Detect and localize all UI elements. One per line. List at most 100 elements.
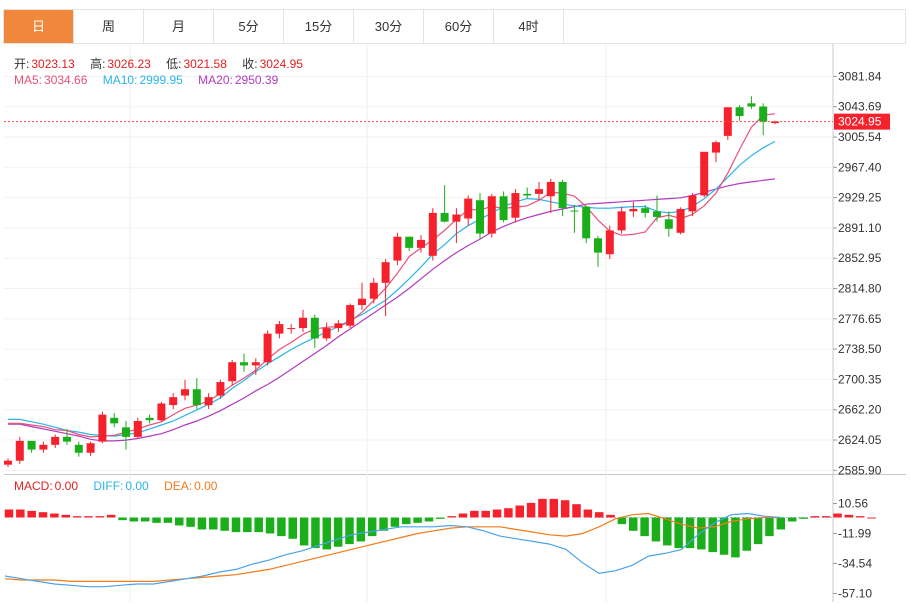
macd-value: 0.00 — [54, 479, 79, 493]
macd-bar — [288, 517, 297, 539]
ma5-value: 3034.66 — [44, 73, 88, 87]
candle-body — [15, 440, 24, 461]
candle — [723, 107, 732, 140]
candle-body — [322, 328, 331, 339]
candle-body — [617, 211, 626, 231]
candle-body — [535, 189, 543, 194]
macd-bar — [356, 517, 366, 542]
candle — [594, 235, 602, 267]
macd-bar — [504, 508, 513, 518]
candle-body — [558, 181, 567, 209]
macd-bar — [787, 517, 797, 522]
candle — [428, 208, 437, 261]
candle-body — [523, 193, 532, 196]
macd-bar — [572, 504, 581, 518]
price-tick-label: 2700.35 — [838, 372, 882, 386]
candle-body — [476, 200, 484, 234]
tab-15min[interactable]: 15分 — [284, 10, 354, 43]
candle — [629, 201, 638, 217]
macd-bar — [731, 517, 740, 558]
candle-body — [452, 214, 461, 222]
macd-bar — [799, 517, 808, 519]
macd-bar — [299, 517, 309, 546]
macd-bar — [651, 517, 661, 542]
tab-4hour[interactable]: 4时 — [494, 10, 564, 43]
macd-bar — [492, 509, 502, 518]
price-tick-label: 2662.20 — [838, 403, 882, 417]
macd-bar — [560, 500, 570, 518]
candle-body — [771, 121, 779, 124]
candle — [346, 303, 355, 329]
macd-bar — [367, 517, 377, 537]
candle-body — [346, 305, 355, 326]
macd-bar — [867, 517, 876, 519]
candle — [582, 205, 591, 244]
macd-bar — [16, 509, 25, 518]
candle — [381, 258, 390, 317]
price-tick-label: 2814.80 — [838, 282, 882, 296]
high-label: 高: — [90, 57, 106, 71]
candle — [393, 232, 402, 266]
macd-bar — [594, 512, 604, 518]
tab-week[interactable]: 周 — [74, 10, 144, 43]
candle-body — [464, 198, 473, 219]
tab-5min[interactable]: 5分 — [214, 10, 284, 43]
candle — [310, 314, 319, 348]
candle-body — [181, 389, 189, 396]
tab-30min[interactable]: 30分 — [354, 10, 424, 43]
macd-bar — [742, 517, 751, 551]
macd-tick-label: -57.10 — [838, 586, 872, 600]
macd-bar — [72, 516, 82, 518]
macd-bar — [833, 513, 842, 518]
macd-bar — [470, 510, 479, 518]
candle — [157, 401, 166, 422]
candle — [712, 140, 720, 163]
macd-bar — [697, 517, 706, 550]
macd-bar — [447, 516, 456, 518]
tab-month[interactable]: 月 — [144, 10, 214, 43]
open-label: 开: — [14, 57, 30, 71]
macd-bar — [617, 517, 627, 525]
candle — [39, 441, 48, 453]
candle-body — [299, 317, 307, 329]
price-tick-label: 3081.84 — [838, 69, 882, 83]
candle — [169, 393, 178, 410]
candle — [228, 359, 237, 386]
candle-body — [582, 206, 591, 239]
candle — [181, 379, 189, 401]
ma10-value: 2999.95 — [139, 73, 183, 87]
price-tick-label: 3043.69 — [838, 100, 882, 114]
candle-body — [157, 403, 166, 421]
candle — [204, 393, 213, 410]
candle-body — [133, 420, 142, 437]
candle-body — [641, 208, 650, 213]
candle — [133, 417, 142, 439]
candle-body — [440, 212, 449, 222]
tab-60min[interactable]: 60分 — [424, 10, 494, 43]
macd-tick-label: 10.56 — [838, 496, 868, 510]
macd-bar — [856, 516, 865, 518]
price-tick-label: 3005.54 — [838, 130, 882, 144]
candle — [275, 320, 284, 339]
macd-bar — [333, 517, 343, 547]
candle-body — [712, 142, 720, 153]
macd-bar — [61, 514, 70, 518]
candle — [63, 428, 71, 445]
macd-tick-label: -34.54 — [838, 556, 872, 570]
candle-body — [570, 210, 579, 212]
candle-body — [287, 328, 296, 330]
candle — [700, 151, 709, 198]
macd-bar — [515, 505, 524, 518]
macd-bar — [424, 517, 434, 522]
open-value: 3023.13 — [31, 57, 75, 71]
macd-bar — [765, 517, 774, 537]
macd-bar — [821, 516, 831, 518]
candle-body — [263, 333, 272, 363]
candle — [664, 211, 673, 237]
macd-bar — [526, 502, 536, 518]
tab-day[interactable]: 日 — [4, 10, 74, 43]
candle-body — [240, 362, 248, 366]
macd-bar — [197, 517, 207, 530]
candle — [464, 195, 473, 226]
